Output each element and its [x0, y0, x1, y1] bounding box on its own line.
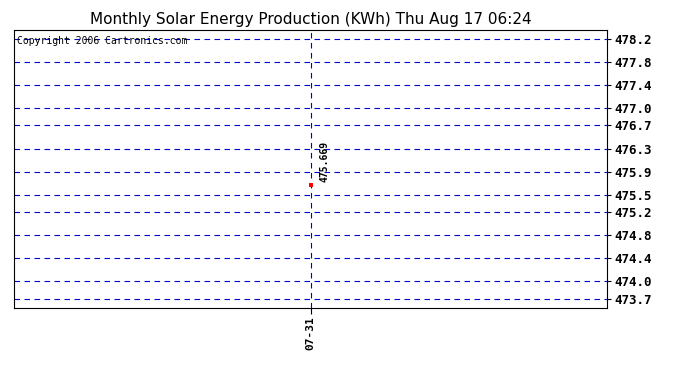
Text: Copyright 2006 Cartronics.com: Copyright 2006 Cartronics.com	[17, 36, 187, 45]
Title: Monthly Solar Energy Production (KWh) Thu Aug 17 06:24: Monthly Solar Energy Production (KWh) Th…	[90, 12, 531, 27]
Text: 475.669: 475.669	[319, 141, 329, 182]
